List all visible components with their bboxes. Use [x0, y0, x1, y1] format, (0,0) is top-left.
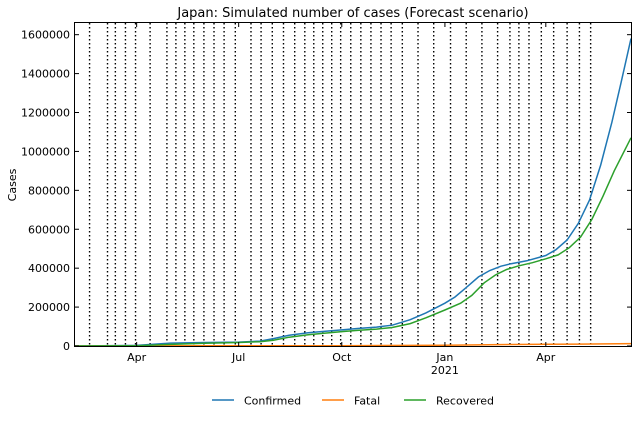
legend-label: Confirmed: [244, 395, 301, 408]
legend-label: Fatal: [354, 395, 380, 408]
x-tick-label: Apr: [536, 351, 556, 364]
legend-item-confirmed: Confirmed: [212, 395, 301, 408]
legend: Confirmed Fatal Recovered: [212, 395, 494, 408]
y-axis-ticks: 0 200000 400000 600000 800000 1000000 1200000 1…: [21, 29, 631, 353]
plot-frame: [74, 22, 632, 347]
legend-label: Recovered: [436, 395, 494, 408]
change-date-lines: [88, 23, 592, 346]
y-tick-label: 1600000: [21, 29, 70, 42]
chart-title: Japan: Simulated number of cases (Foreca…: [176, 6, 528, 21]
x-tick-label: Apr: [127, 351, 147, 364]
x-tick-label: Jan: [435, 351, 453, 364]
x-tick-label: Jul: [231, 351, 245, 364]
y-tick-label: 0: [63, 340, 70, 353]
x-tick-sublabel: 2021: [431, 364, 459, 377]
y-axis-label: Cases: [6, 168, 19, 201]
legend-item-recovered: Recovered: [404, 395, 494, 408]
y-tick-label: 200000: [28, 301, 70, 314]
y-tick-label: 1000000: [21, 145, 70, 158]
series-line-confirmed: [74, 38, 632, 347]
y-tick-label: 400000: [28, 262, 70, 275]
series-lines: [74, 38, 632, 347]
y-tick-label: 800000: [28, 184, 70, 197]
y-tick-label: 600000: [28, 223, 70, 236]
x-tick-label: Oct: [332, 351, 352, 364]
y-tick-label: 1400000: [21, 68, 70, 81]
series-line-recovered: [74, 137, 632, 347]
y-tick-label: 1200000: [21, 107, 70, 120]
legend-item-fatal: Fatal: [322, 395, 380, 408]
series-line-fatal: [74, 342, 632, 347]
